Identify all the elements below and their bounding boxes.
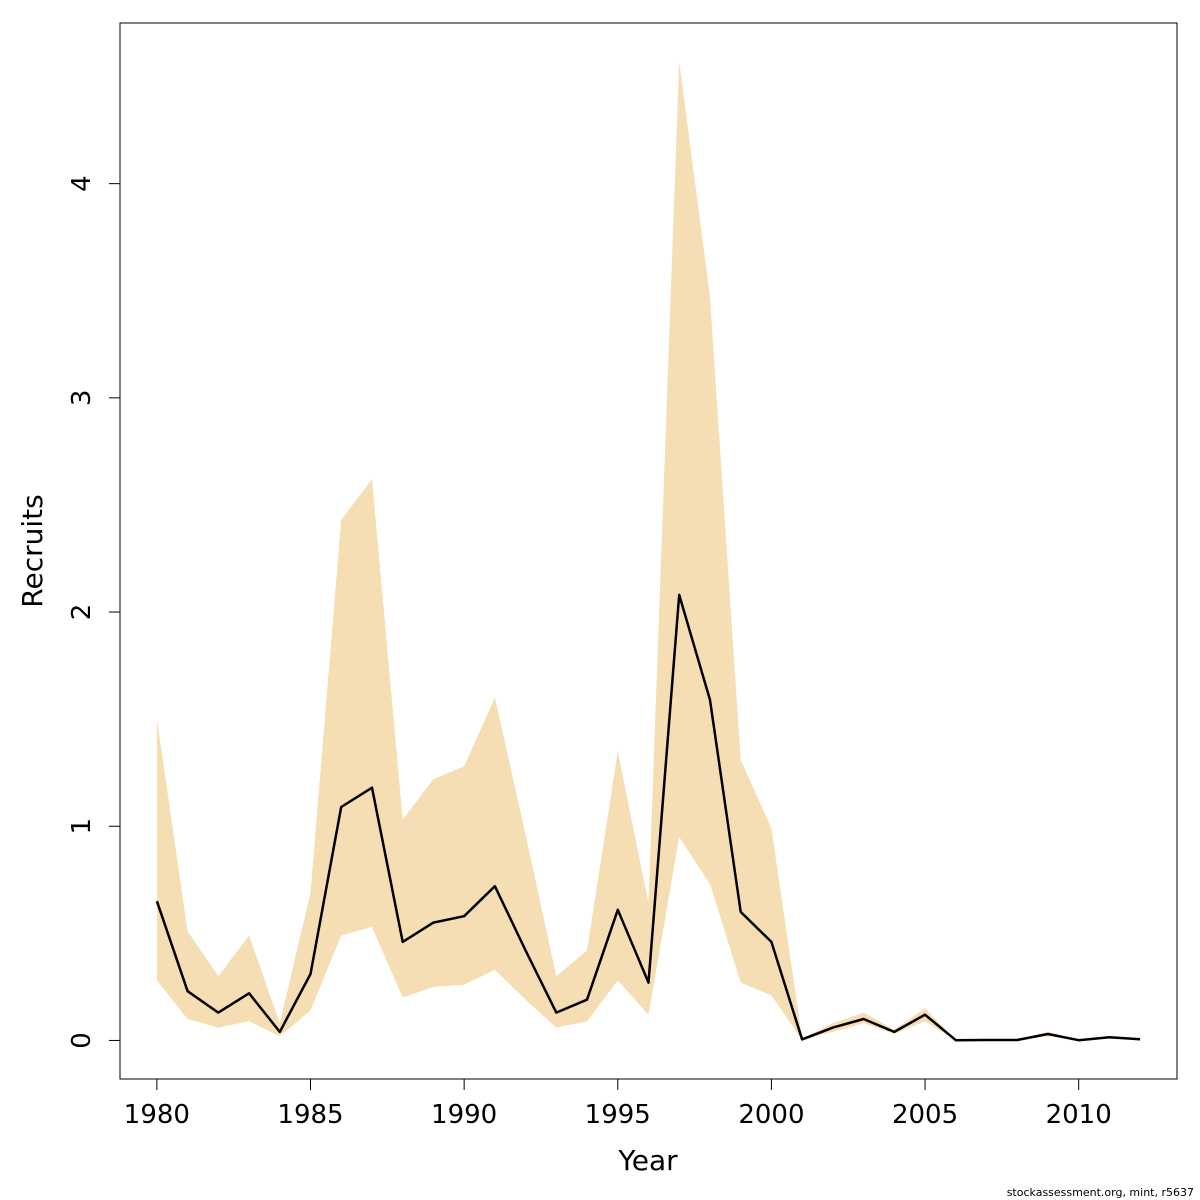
x-tick-label: 2000	[738, 1100, 804, 1130]
x-axis-title: Year	[617, 1144, 678, 1177]
y-axis: 0 1 2 3 4	[67, 175, 121, 1049]
y-tick-label: 4	[67, 175, 97, 192]
x-tick-label: 2005	[892, 1100, 958, 1130]
y-tick-label: 0	[67, 1032, 97, 1049]
confidence-band	[156, 61, 1141, 1041]
x-tick-label: 2010	[1046, 1100, 1112, 1130]
y-axis-title: Recruits	[16, 494, 49, 607]
y-tick-label: 3	[67, 390, 97, 407]
x-axis: 1980 1985 1990 1995 2000 2005 2010	[124, 1078, 1112, 1130]
y-tick-label: 2	[67, 604, 97, 621]
credit-text: stockassessment.org, mint, r5637	[1007, 1186, 1194, 1199]
y-tick-label: 1	[67, 818, 97, 835]
x-tick-label: 1995	[585, 1100, 651, 1130]
x-tick-label: 1985	[277, 1100, 343, 1130]
x-tick-label: 1980	[124, 1100, 190, 1130]
estimate-line	[155, 593, 1141, 1042]
x-tick-label: 1990	[431, 1100, 497, 1130]
